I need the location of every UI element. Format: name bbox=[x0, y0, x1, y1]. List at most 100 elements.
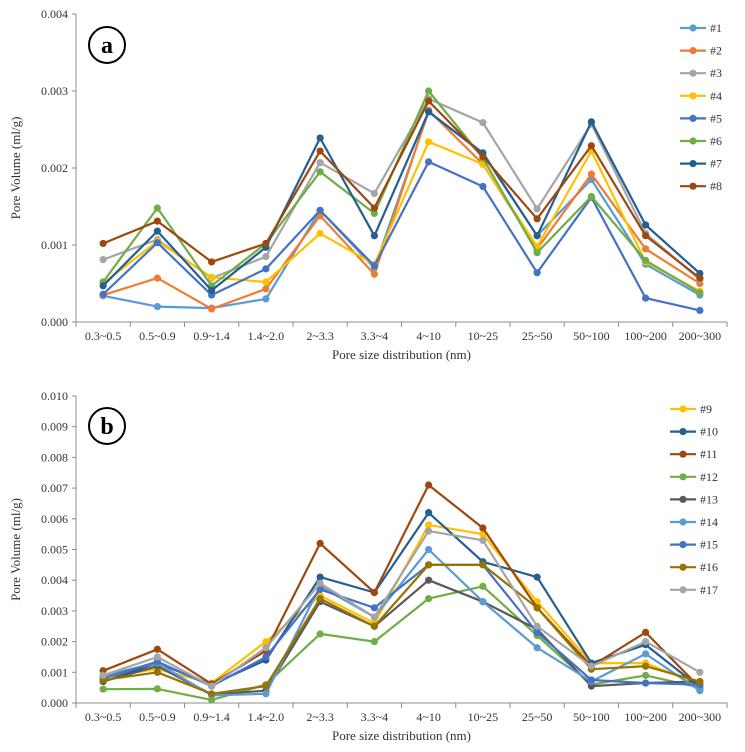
y-tick-label: 0.003 bbox=[41, 604, 68, 618]
data-point bbox=[533, 644, 541, 652]
y-tick-label: 0.005 bbox=[41, 543, 68, 557]
data-point bbox=[425, 108, 433, 116]
data-point bbox=[533, 205, 541, 213]
data-point bbox=[262, 285, 270, 293]
data-point bbox=[479, 561, 487, 569]
y-tick-label: 0.004 bbox=[41, 7, 68, 21]
data-point bbox=[208, 273, 216, 281]
data-point bbox=[370, 209, 378, 218]
x-tick-label: 3.3~4 bbox=[361, 710, 389, 724]
y-tick-label: 0.010 bbox=[41, 389, 68, 403]
legend-entry: #7 bbox=[710, 157, 722, 171]
x-tick-label: 100~200 bbox=[624, 710, 667, 724]
data-point bbox=[479, 524, 487, 532]
data-point bbox=[153, 668, 161, 676]
data-point bbox=[696, 687, 704, 695]
data-point bbox=[479, 182, 487, 191]
data-point bbox=[587, 118, 595, 126]
y-tick-label: 0.000 bbox=[41, 696, 68, 710]
data-point bbox=[642, 628, 650, 636]
data-point bbox=[696, 306, 704, 315]
data-point bbox=[153, 303, 161, 311]
data-point bbox=[370, 604, 378, 612]
series-line-n2 bbox=[102, 109, 701, 310]
series-line-n12 bbox=[103, 585, 701, 702]
x-tick-label: 0.5~0.9 bbox=[139, 329, 176, 343]
data-point bbox=[153, 274, 161, 282]
data-point bbox=[642, 245, 650, 253]
data-point bbox=[99, 239, 107, 248]
data-point bbox=[370, 638, 378, 646]
data-point bbox=[370, 588, 378, 597]
data-point bbox=[262, 638, 270, 646]
series-line-n5 bbox=[102, 160, 701, 312]
data-point bbox=[696, 677, 704, 686]
data-point bbox=[533, 232, 541, 240]
legend-entry: #3 bbox=[710, 66, 722, 80]
data-point bbox=[479, 118, 487, 127]
legend-swatch-marker bbox=[679, 473, 687, 481]
chart-panel-a: 0.000 0.001 0.002 0.003 0.004 0.3~0.5 0.5~0.9 0… bbox=[8, 7, 728, 362]
data-point bbox=[425, 561, 433, 569]
y-tick-label: 0.007 bbox=[41, 481, 68, 495]
data-point bbox=[262, 278, 270, 286]
series-line-n7 bbox=[102, 110, 701, 292]
data-point bbox=[316, 579, 324, 587]
y-axis-title: Pore Volume (ml/g) bbox=[8, 498, 23, 601]
legend-swatch-marker bbox=[689, 47, 697, 55]
data-point bbox=[696, 289, 704, 297]
legend-entry: #1 bbox=[710, 21, 722, 35]
data-point bbox=[642, 671, 650, 679]
legend-swatch-marker bbox=[679, 495, 687, 503]
data-point bbox=[696, 274, 704, 282]
data-point bbox=[153, 645, 161, 653]
data-point bbox=[533, 269, 541, 277]
x-tick-label: 25~50 bbox=[522, 710, 553, 724]
data-point bbox=[370, 262, 378, 270]
series-line-n16 bbox=[102, 563, 701, 695]
legend-swatch-marker bbox=[679, 450, 687, 458]
data-point bbox=[533, 249, 541, 257]
data-point bbox=[642, 256, 650, 264]
data-point bbox=[208, 682, 216, 690]
x-tick-label: 50~100 bbox=[573, 329, 610, 343]
data-point bbox=[425, 576, 433, 584]
x-tick-label: 2~3.3 bbox=[306, 710, 334, 724]
data-point bbox=[262, 239, 270, 248]
data-point bbox=[262, 252, 270, 261]
data-point bbox=[533, 628, 541, 636]
y-tick-label: 0.008 bbox=[41, 450, 68, 464]
data-point bbox=[370, 622, 378, 630]
data-point bbox=[316, 134, 324, 142]
x-axis-title: Pore size distribution (nm) bbox=[332, 347, 471, 362]
y-tick-label: 0.000 bbox=[41, 315, 68, 329]
y-tick-label: 0.009 bbox=[41, 420, 68, 434]
data-point bbox=[642, 294, 650, 302]
legend-swatch-marker bbox=[689, 114, 697, 122]
data-point bbox=[642, 638, 650, 646]
x-tick-label: 1.4~2.0 bbox=[248, 329, 285, 343]
data-point bbox=[99, 685, 107, 693]
legend-entry: #17 bbox=[700, 583, 718, 597]
data-point bbox=[262, 690, 270, 698]
y-tick-label: 0.003 bbox=[41, 84, 68, 98]
legend-entry: #13 bbox=[700, 492, 718, 506]
data-point bbox=[533, 573, 541, 581]
legend-swatch-marker bbox=[679, 541, 687, 549]
data-point bbox=[587, 142, 595, 150]
data-point bbox=[316, 206, 324, 214]
data-point bbox=[587, 662, 595, 670]
data-point bbox=[479, 598, 487, 606]
chart-panel-b: 0.000 0.001 0.002 0.003 0.004 0.005 0.006 0.007… bbox=[8, 389, 728, 743]
series-line-n1 bbox=[102, 110, 701, 310]
series-line-n14 bbox=[102, 548, 701, 697]
data-point bbox=[425, 545, 433, 554]
data-point bbox=[370, 189, 378, 198]
y-tick-label: 0.001 bbox=[41, 238, 68, 252]
legend-entry: #2 bbox=[710, 44, 722, 58]
series-line-n11 bbox=[102, 483, 701, 689]
legend-entry: #6 bbox=[710, 134, 722, 148]
y-axis-title: Pore Volume (ml/g) bbox=[8, 117, 23, 220]
series-line-n8 bbox=[102, 99, 701, 279]
